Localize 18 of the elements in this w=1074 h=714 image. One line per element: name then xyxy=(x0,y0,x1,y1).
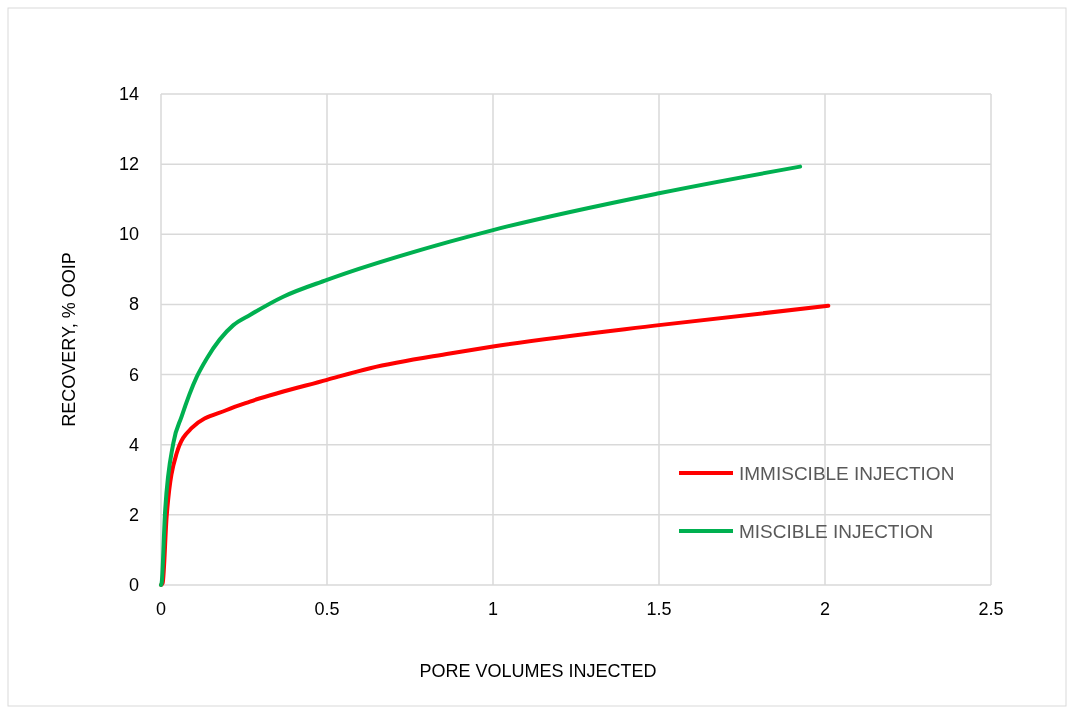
y-tick-label: 2 xyxy=(128,504,139,525)
x-tick-label: 0 xyxy=(155,599,167,619)
x-tick-label: 1.5 xyxy=(646,599,672,619)
y-tick-label: 12 xyxy=(118,154,139,175)
x-axis-title: PORE VOLUMES INJECTED xyxy=(419,661,657,681)
legend-label: MISCIBLE INJECTION xyxy=(739,521,934,542)
y-tick-label: 10 xyxy=(118,224,139,245)
y-tick-label: 0 xyxy=(128,575,139,595)
x-tick-label: 0.5 xyxy=(314,599,340,619)
x-tick-label: 1 xyxy=(487,599,499,619)
legend-label: IMMISCIBLE INJECTION xyxy=(739,463,955,484)
y-tick-label: 4 xyxy=(128,434,139,455)
y-axis-title: RECOVERY, % OOIP xyxy=(59,252,79,427)
y-tick-label: 6 xyxy=(128,364,139,385)
y-tick-label: 14 xyxy=(118,84,139,104)
y-tick-label: 8 xyxy=(128,294,139,315)
x-tick-label: 2.5 xyxy=(978,599,1004,619)
x-tick-label: 2 xyxy=(819,599,831,619)
